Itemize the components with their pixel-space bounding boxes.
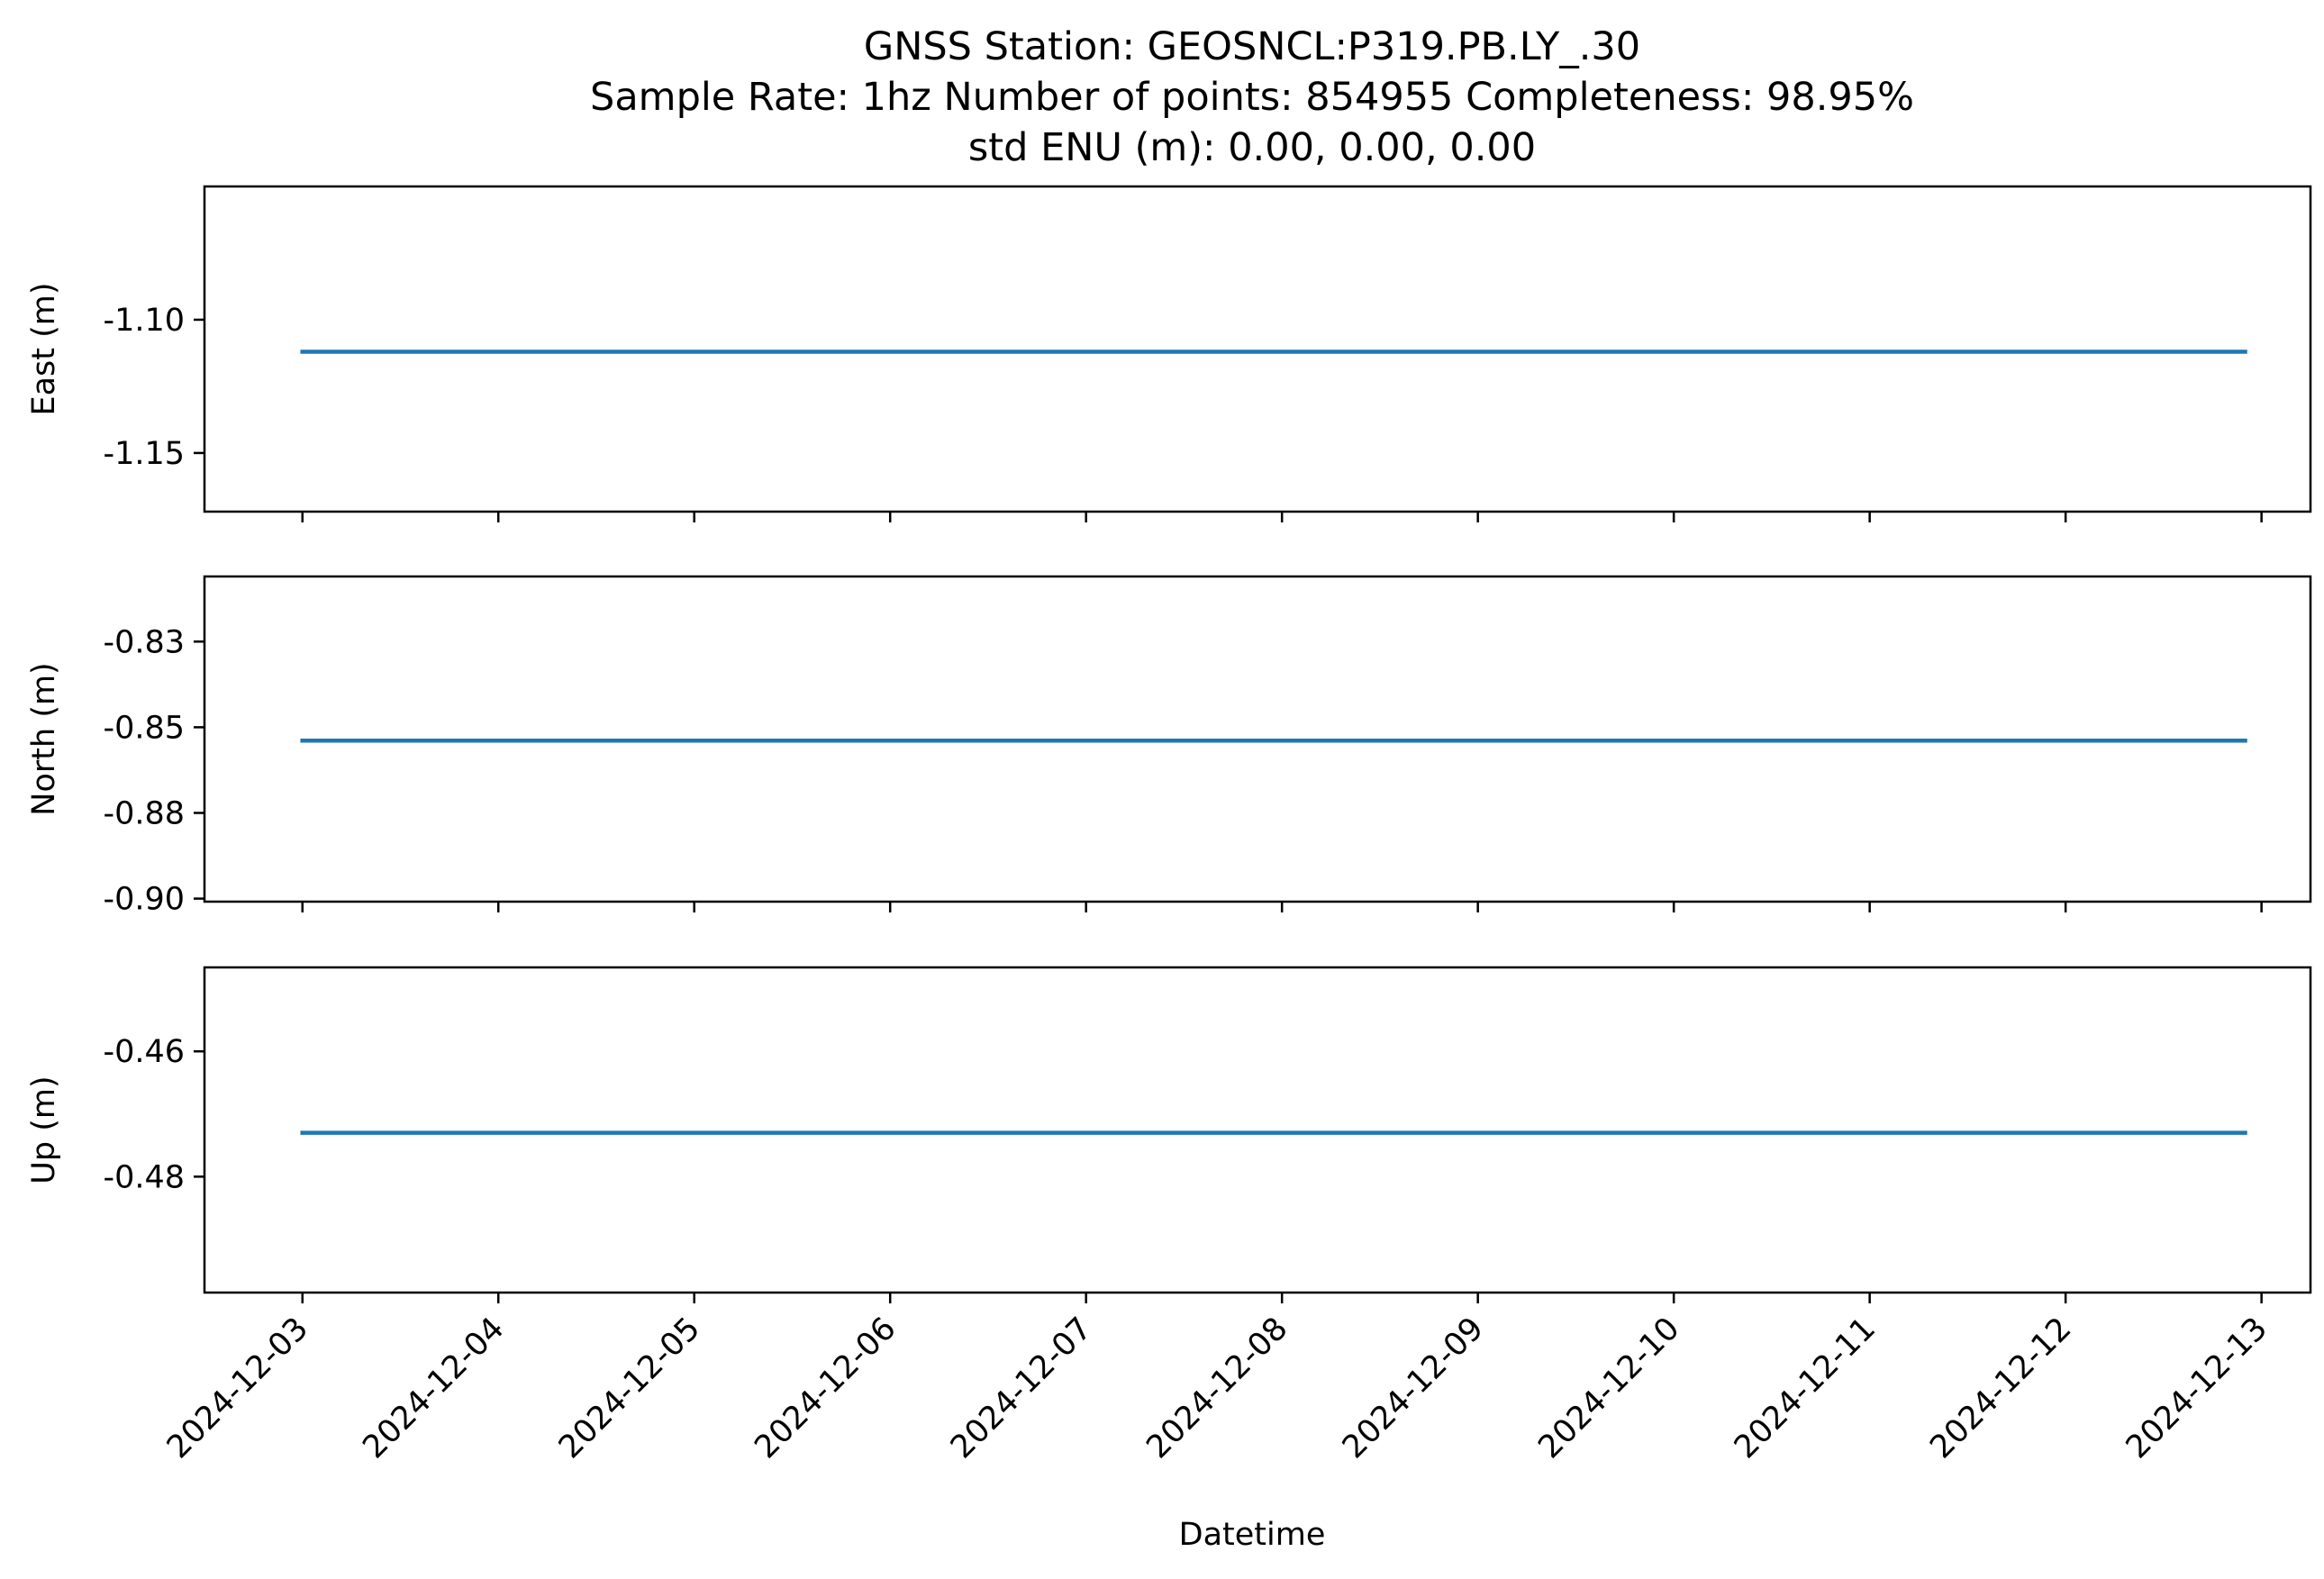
axes-frame-1 bbox=[203, 185, 2312, 513]
y-tick-label: -0.88 bbox=[103, 796, 185, 832]
axes-frame-2 bbox=[203, 575, 2312, 903]
y-tick-label: -0.90 bbox=[103, 882, 185, 918]
axes-frame-3 bbox=[203, 966, 2312, 1294]
chart-title-line-1: GNSS Station: GEOSNCL:P319.PB.LY_.30 bbox=[864, 24, 1640, 69]
subplot-1: -1.10 -1.15 East (m) bbox=[26, 185, 2312, 522]
chart-title-line-2: Sample Rate: 1hz Number of points: 85495… bbox=[590, 75, 1914, 120]
y-axis-label-3: Up (m) bbox=[26, 1075, 62, 1184]
y-tick-label: -0.48 bbox=[103, 1159, 185, 1195]
y-tick-label: -0.83 bbox=[103, 624, 185, 660]
y-tick-label: -1.15 bbox=[103, 436, 185, 472]
subplot-2: -0.83 -0.85 -0.88 -0.90 North (m) bbox=[26, 575, 2312, 918]
y-tick-label: -0.85 bbox=[103, 710, 185, 746]
chart-title-line-3: std ENU (m): 0.00, 0.00, 0.00 bbox=[968, 125, 1536, 170]
y-axis-label-2: North (m) bbox=[26, 662, 62, 815]
y-tick-label: -1.10 bbox=[103, 303, 185, 339]
y-axis-label-1: East (m) bbox=[26, 282, 62, 415]
y-tick-label: -0.46 bbox=[103, 1034, 185, 1070]
x-axis-label: Datetime bbox=[1179, 1517, 1326, 1553]
